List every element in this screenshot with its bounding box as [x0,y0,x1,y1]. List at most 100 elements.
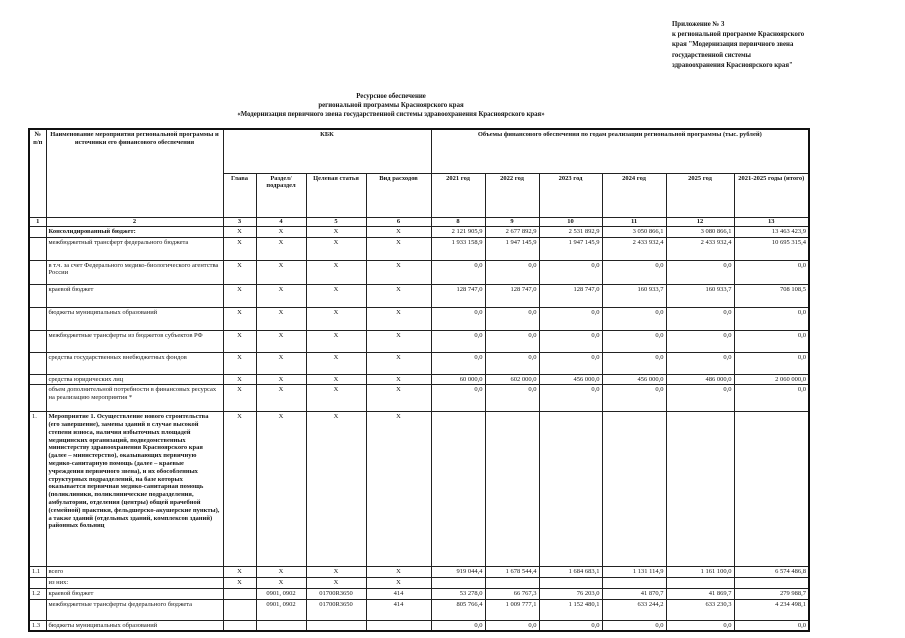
kbk-cell: X [365,259,432,285]
header-year-2022: 2022 год [484,172,540,218]
row-number: 1.2 [28,587,47,600]
value-cell: 2 433 932,4 [601,236,667,261]
kbk-cell [222,598,257,621]
value-cell: 6 574 486,8 [733,566,810,579]
table-row: средства государственных внебюджетных фо… [28,351,810,375]
value-cell: 1 947 145,9 [538,236,603,261]
row-number: 1.3 [28,619,47,632]
value-cell: 0,0 [601,384,667,413]
value-cell [665,411,735,568]
value-cell: 0,0 [733,329,810,353]
row-number [28,283,47,308]
value-cell: 128 747,0 [484,283,540,308]
value-cell: 633 244,2 [601,598,667,621]
kbk-cell: X [222,306,257,331]
value-cell: 0,0 [665,384,735,413]
value-cell: 0,0 [733,306,810,331]
row-number: 1. [28,411,47,568]
value-cell: 4 234 498,1 [733,598,810,621]
value-cell: 633 230,3 [665,598,735,621]
row-name: из них: [45,577,224,589]
kbk-cell: X [255,283,307,308]
value-cell: 0,0 [430,259,486,285]
value-cell: 0,0 [665,259,735,285]
value-cell: 0,0 [484,259,540,285]
kbk-cell: X [222,236,257,261]
value-cell: 456 000,0 [601,373,667,386]
value-cell: 3 080 866,1 [665,225,735,238]
value-cell: 0,0 [484,306,540,331]
table-row: из них: X X X X [28,577,810,589]
value-cell: 0,0 [733,619,810,632]
kbk-cell: X [365,225,432,238]
value-cell: 1 933 158,9 [430,236,486,261]
kbk-cell: X [305,329,367,353]
kbk-cell [222,587,257,600]
col-number: 2 [45,216,224,227]
value-cell: 0,0 [665,329,735,353]
kbk-cell: X [305,373,367,386]
value-cell: 0,0 [601,351,667,375]
value-cell [430,577,486,589]
col-number: 5 [305,216,367,227]
value-cell: 160 933,7 [601,283,667,308]
kbk-cell [365,619,432,632]
row-number [28,329,47,353]
header-year-2025: 2025 год [665,172,735,218]
value-cell: 2 531 892,9 [538,225,603,238]
value-cell: 1 684 683,1 [538,566,603,579]
table-row: 1.3 бюджеты муниципальных образований 0,0 0… [28,619,810,632]
kbk-cell: X [305,577,367,589]
text-line: Ресурсное обеспечение [356,93,426,100]
table-row: объем дополнительной потребности в финан… [28,384,810,413]
header-year-2023: 2023 год [538,172,603,218]
value-cell: 3 050 866,1 [601,225,667,238]
header-year-2024: 2024 год [601,172,667,218]
value-cell [601,577,667,589]
kbk-cell: 01700R3650 [305,598,367,621]
kbk-cell: X [305,225,367,238]
table-row: бюджеты муниципальных образований X X X X 0,0… [28,306,810,331]
header-total: 2021-2025 годы (итого) [733,172,810,218]
value-cell: 0,0 [538,384,603,413]
value-cell: 2 060 000,0 [733,373,810,386]
row-number [28,373,47,386]
value-cell: 0,0 [484,351,540,375]
header-tselevaya: Целевая статья [305,172,367,218]
value-cell: 0,0 [733,384,810,413]
kbk-cell: X [255,329,307,353]
kbk-cell: X [305,566,367,579]
col-number: 1 [28,216,47,227]
kbk-cell: X [255,384,307,413]
value-cell [538,577,603,589]
col-number: 13 [733,216,810,227]
row-name: объем дополнительной потребности в финан… [45,384,224,413]
kbk-cell: 01700R3650 [305,587,367,600]
header-glava: Глава [222,172,257,218]
value-cell: 486 000,0 [665,373,735,386]
value-cell [430,411,486,568]
kbk-cell: X [365,236,432,261]
kbk-cell: X [222,351,257,375]
value-cell: 2 121 905,9 [430,225,486,238]
value-cell: 0,0 [601,329,667,353]
value-cell: 76 203,0 [538,587,603,600]
table-row: межбюджетные трансферты федерального бюд… [28,598,810,621]
value-cell: 0,0 [430,306,486,331]
row-name: бюджеты муниципальных образований [45,306,224,331]
value-cell [538,411,603,568]
text-line: государственной системы [672,51,751,59]
row-number [28,259,47,285]
value-cell: 805 766,4 [430,598,486,621]
table-row: Консолидированный бюджет: X X X X 2 121 905,9… [28,225,810,238]
col-number: 8 [430,216,486,227]
value-cell: 0,0 [430,384,486,413]
kbk-cell: X [222,411,257,568]
kbk-cell: X [365,384,432,413]
value-cell: 1 009 777,1 [484,598,540,621]
table-row: межбюджетный трансферт федерального бюдж… [28,236,810,261]
value-cell: 160 933,7 [665,283,735,308]
kbk-cell: X [305,411,367,568]
value-cell: 2 677 892,9 [484,225,540,238]
kbk-cell: X [365,306,432,331]
